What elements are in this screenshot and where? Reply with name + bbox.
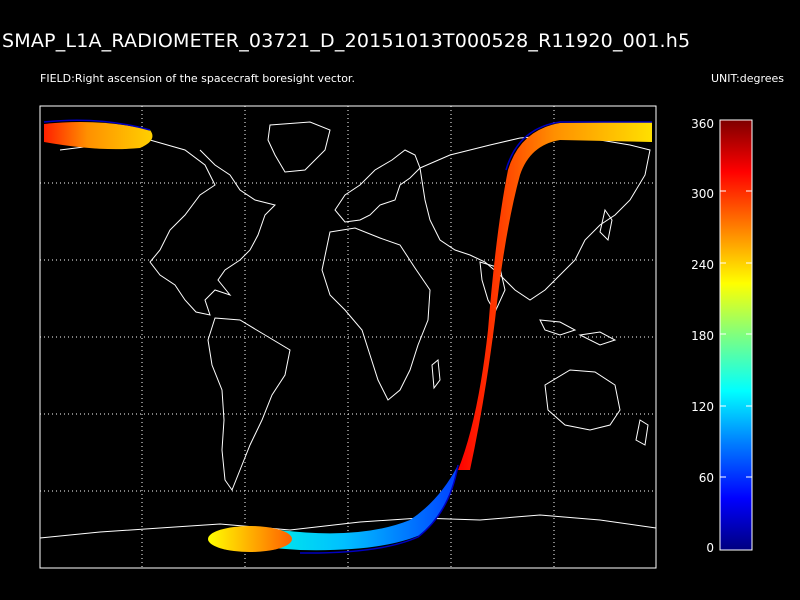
colorbar-tick-label: 360 bbox=[691, 117, 714, 131]
colorbar-ticks: 360 300 240 180 120 60 0 bbox=[691, 117, 714, 555]
colorbar-tick-label: 240 bbox=[691, 258, 714, 272]
colorbar bbox=[719, 119, 753, 551]
colorbar-tick-label: 60 bbox=[699, 471, 714, 485]
swath-main-band bbox=[458, 122, 652, 470]
colorbar-tick-label: 120 bbox=[691, 400, 714, 414]
unit-label: UNIT:degrees bbox=[710, 72, 784, 85]
swath-north-edge bbox=[43, 119, 151, 131]
swath-main-edge bbox=[505, 121, 652, 171]
swath-south-cap bbox=[208, 526, 292, 552]
swath-south-band bbox=[230, 465, 458, 551]
graticule bbox=[40, 106, 656, 568]
colorbar-tick-marks bbox=[720, 190, 752, 478]
field-label: FIELD:Right ascension of the spacecraft … bbox=[40, 72, 355, 85]
swath-south-edge bbox=[299, 464, 459, 554]
colorbar-tick-label: 0 bbox=[706, 541, 714, 555]
swath-north-cap bbox=[44, 122, 153, 150]
colorbar-tick-label: 300 bbox=[691, 187, 714, 201]
colorbar-tick-label: 180 bbox=[691, 329, 714, 343]
page-title: SMAP_L1A_RADIOMETER_03721_D_20151013T000… bbox=[2, 30, 691, 52]
